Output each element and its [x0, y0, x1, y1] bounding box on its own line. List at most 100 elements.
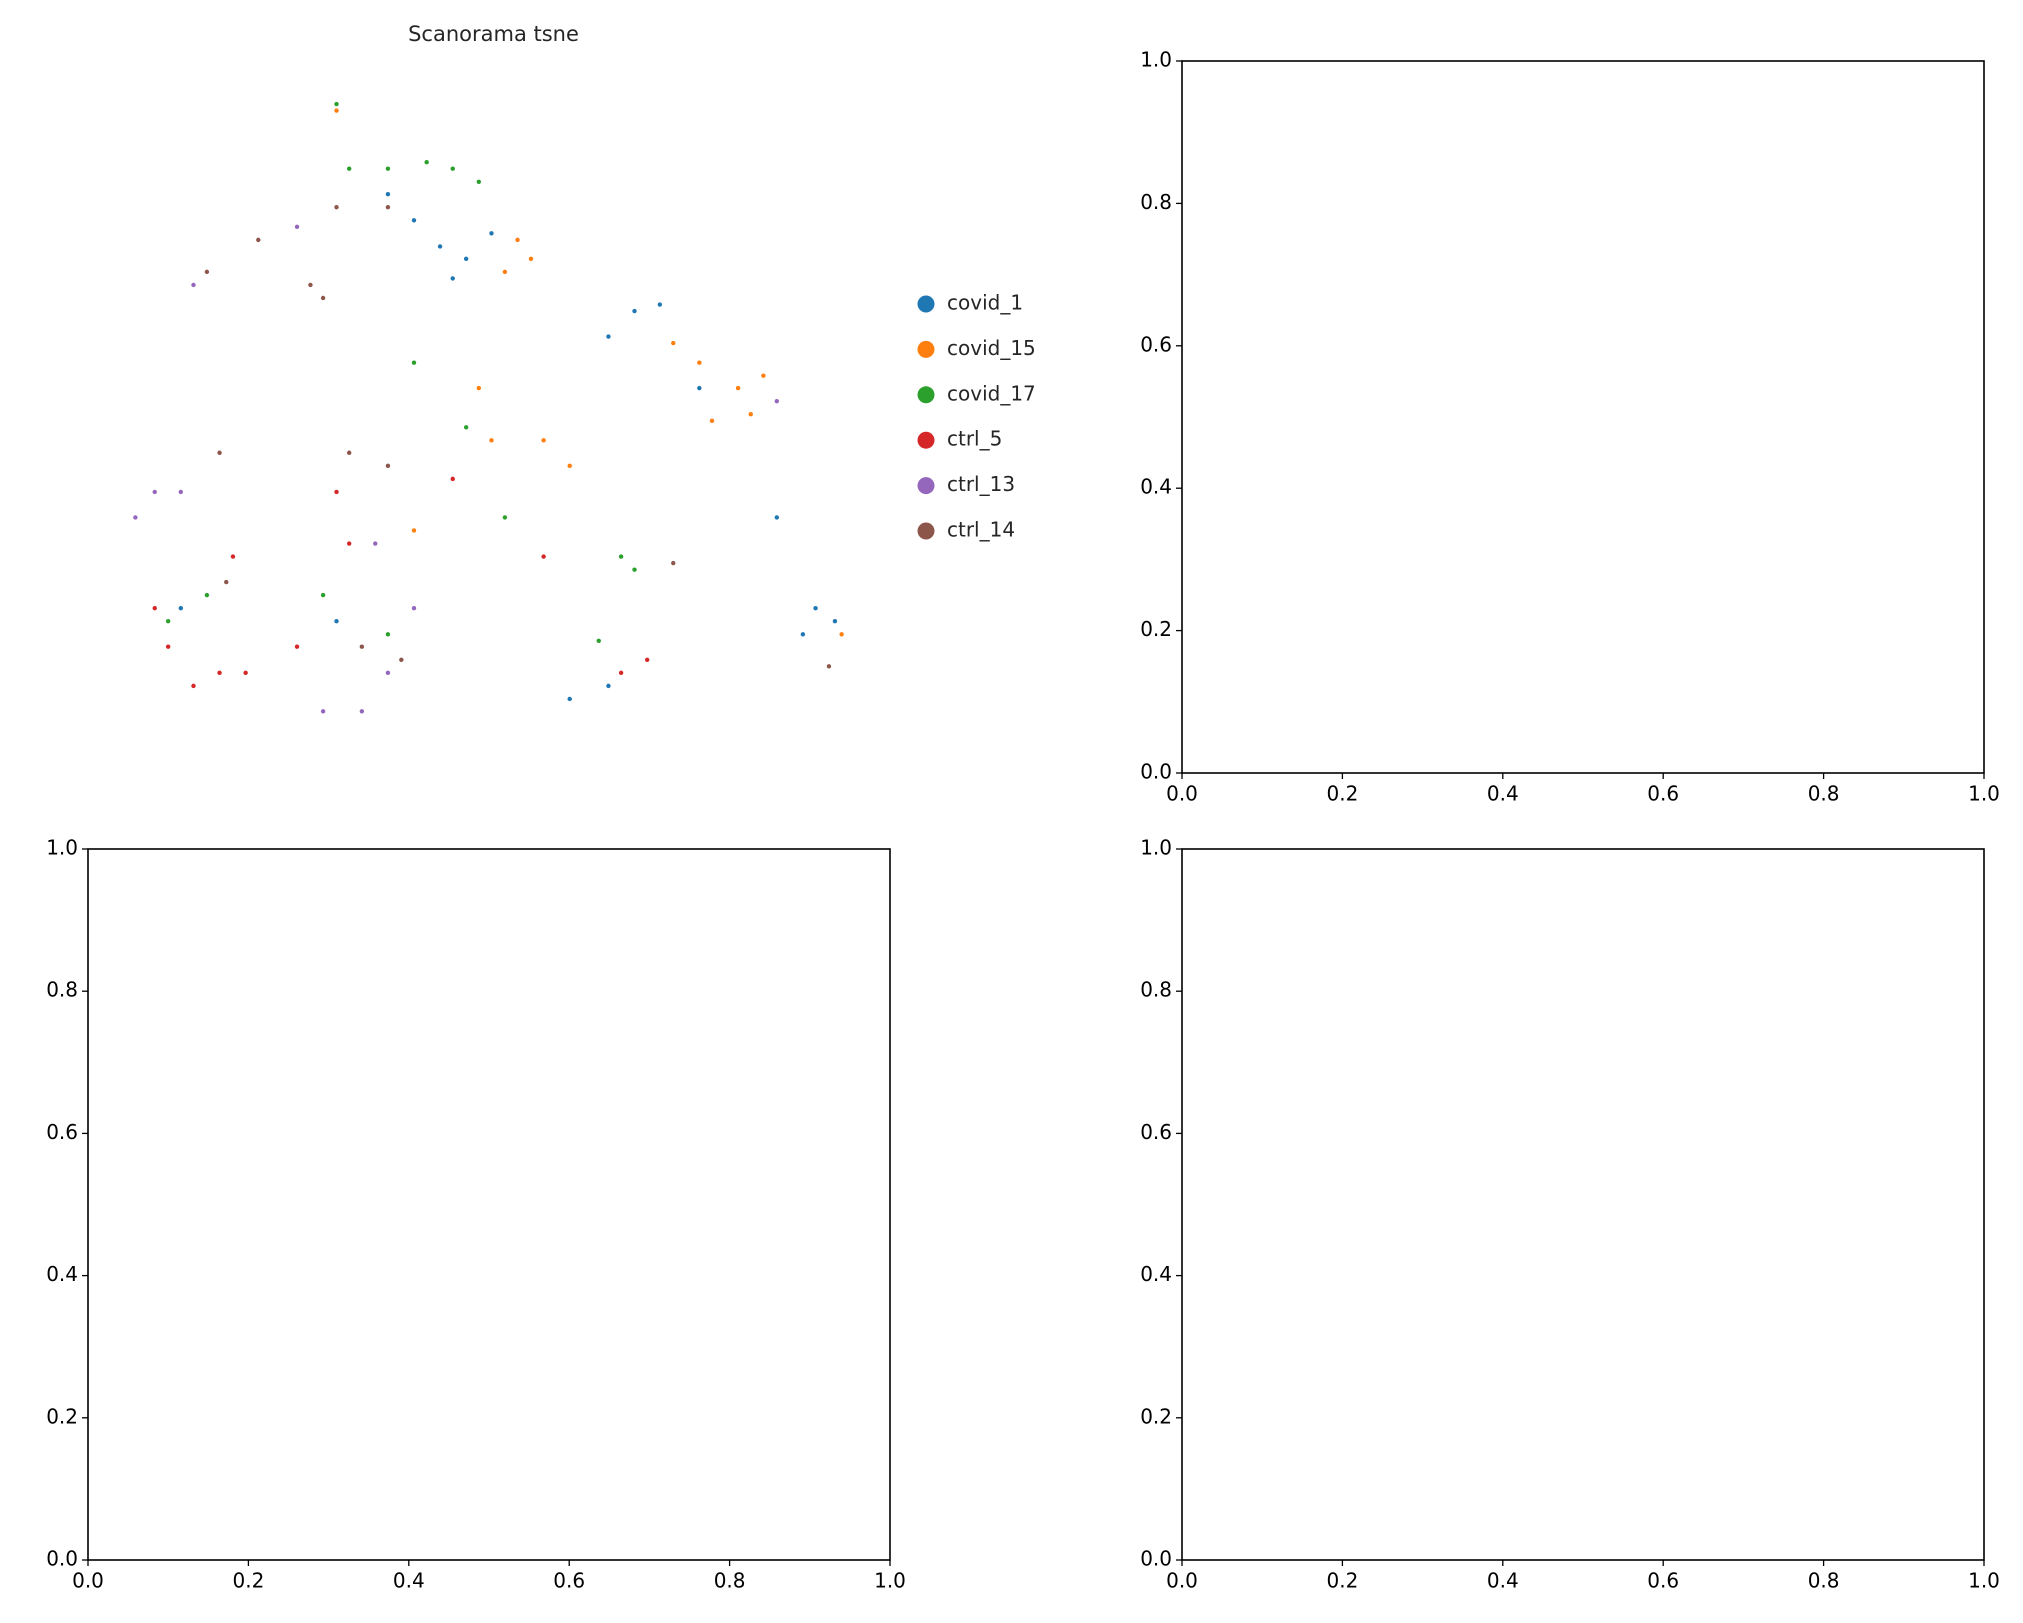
point: [644, 657, 650, 662]
point: [761, 373, 766, 378]
point: [178, 489, 184, 495]
x-tick-label: 0.2: [232, 1569, 264, 1593]
point: [399, 657, 404, 662]
point: [359, 709, 365, 714]
x-tick-label: 0.6: [1647, 782, 1679, 806]
x-tick-label: 0.0: [1166, 782, 1198, 806]
point: [165, 619, 171, 624]
point: [632, 308, 637, 314]
legend-label: ctrl_5: [947, 427, 1002, 451]
y-tick-label: 0.0: [1140, 1547, 1172, 1571]
point: [489, 231, 494, 236]
point: [217, 450, 222, 455]
point: [528, 256, 534, 262]
point: [385, 166, 391, 171]
point: [437, 244, 443, 249]
x-tick-label: 0.4: [393, 1569, 425, 1593]
legend-marker: [917, 477, 935, 495]
point: [346, 166, 352, 171]
point: [334, 108, 339, 113]
y-tick-label: 0.6: [1140, 332, 1172, 356]
legend-label: covid_15: [947, 336, 1036, 360]
point: [606, 334, 611, 339]
x-tick-label: 0.8: [1808, 782, 1840, 806]
legend-marker: [917, 431, 935, 449]
point: [385, 191, 391, 197]
point: [178, 605, 184, 611]
y-tick-label: 0.4: [46, 1262, 78, 1286]
x-tick-label: 0.2: [1326, 1569, 1358, 1593]
point: [334, 489, 339, 495]
point: [774, 398, 780, 404]
point: [191, 683, 196, 689]
x-tick-label: 1.0: [1968, 782, 2000, 806]
x-tick-label: 0.8: [1808, 1569, 1840, 1593]
point: [334, 619, 339, 624]
y-tick-label: 0.8: [1140, 190, 1172, 214]
point: [735, 385, 741, 391]
legend-label: covid_17: [947, 381, 1036, 405]
point: [671, 560, 676, 566]
point: [133, 515, 138, 520]
point: [541, 438, 546, 443]
point: [813, 605, 818, 611]
point: [204, 592, 210, 598]
legend-label: covid_1: [947, 291, 1023, 315]
point: [385, 205, 391, 210]
point: [320, 709, 326, 714]
legend-marker: [917, 522, 935, 540]
point: [385, 670, 391, 676]
axes-frame: [1181, 60, 1985, 774]
point: [346, 450, 352, 455]
y-tick-label: 1.0: [1140, 836, 1172, 860]
x-tick-label: 0.4: [1487, 782, 1519, 806]
point: [832, 619, 838, 624]
x-tick-label: 0.6: [553, 1569, 585, 1593]
x-tick-label: 0.0: [72, 1569, 104, 1593]
x-tick-label: 0.8: [714, 1569, 746, 1593]
x-tick-label: 1.0: [874, 1569, 906, 1593]
point: [450, 476, 455, 482]
point: [606, 683, 611, 689]
point: [697, 385, 702, 391]
x-tick-label: 0.0: [1166, 1569, 1198, 1593]
point: [256, 237, 261, 243]
point: [320, 592, 326, 598]
point: [618, 670, 624, 676]
point: [294, 644, 300, 649]
point: [359, 644, 365, 649]
point: [230, 554, 236, 559]
point: [308, 282, 313, 288]
point: [748, 412, 753, 417]
point: [697, 360, 702, 365]
axes-frame: [1181, 848, 1985, 1561]
point: [346, 541, 352, 546]
y-tick-label: 0.2: [1140, 1404, 1172, 1428]
y-tick-label: 0.8: [1140, 978, 1172, 1002]
x-tick-label: 1.0: [1968, 1569, 2000, 1593]
point: [774, 515, 780, 520]
point: [385, 463, 391, 469]
y-tick-label: 0.4: [1140, 475, 1172, 499]
y-tick-label: 0.0: [46, 1547, 78, 1571]
x-tick-label: 0.2: [1326, 782, 1358, 806]
point: [224, 579, 229, 585]
y-tick-label: 0.2: [46, 1404, 78, 1428]
point: [294, 224, 300, 230]
point: [373, 541, 378, 546]
y-tick-label: 1.0: [1140, 48, 1172, 72]
point: [450, 166, 455, 171]
point: [618, 554, 624, 559]
point: [385, 632, 391, 637]
point: [632, 567, 637, 572]
y-tick-label: 0.6: [46, 1120, 78, 1144]
point: [411, 360, 417, 365]
legend-marker: [917, 295, 935, 313]
point: [411, 528, 417, 533]
x-tick-label: 0.4: [1487, 1569, 1519, 1593]
point: [541, 554, 546, 559]
point: [826, 664, 832, 669]
point: [191, 282, 196, 288]
point: [334, 101, 339, 107]
